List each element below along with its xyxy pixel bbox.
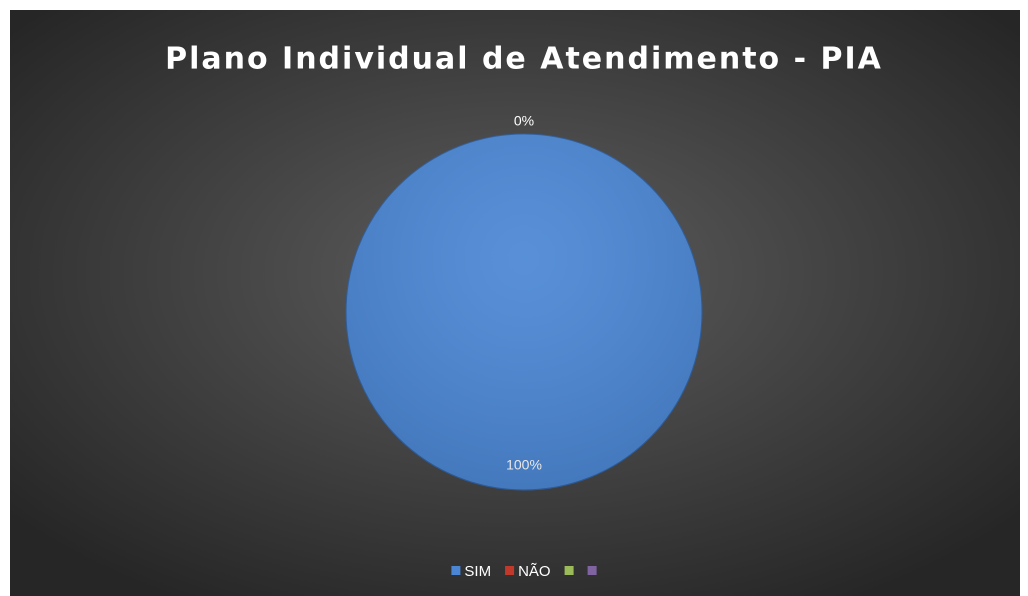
legend-swatch (564, 566, 574, 575)
legend-label: NÃO (518, 563, 551, 580)
legend-swatch (587, 566, 597, 575)
legend-label: SIM (464, 563, 491, 580)
legend-swatch (505, 566, 515, 575)
chart-title: Plano Individual de Atendimento - PIA (165, 42, 883, 77)
legend-swatch (451, 566, 461, 575)
data-label: 100% (506, 457, 542, 473)
data-label: 0% (514, 113, 534, 129)
